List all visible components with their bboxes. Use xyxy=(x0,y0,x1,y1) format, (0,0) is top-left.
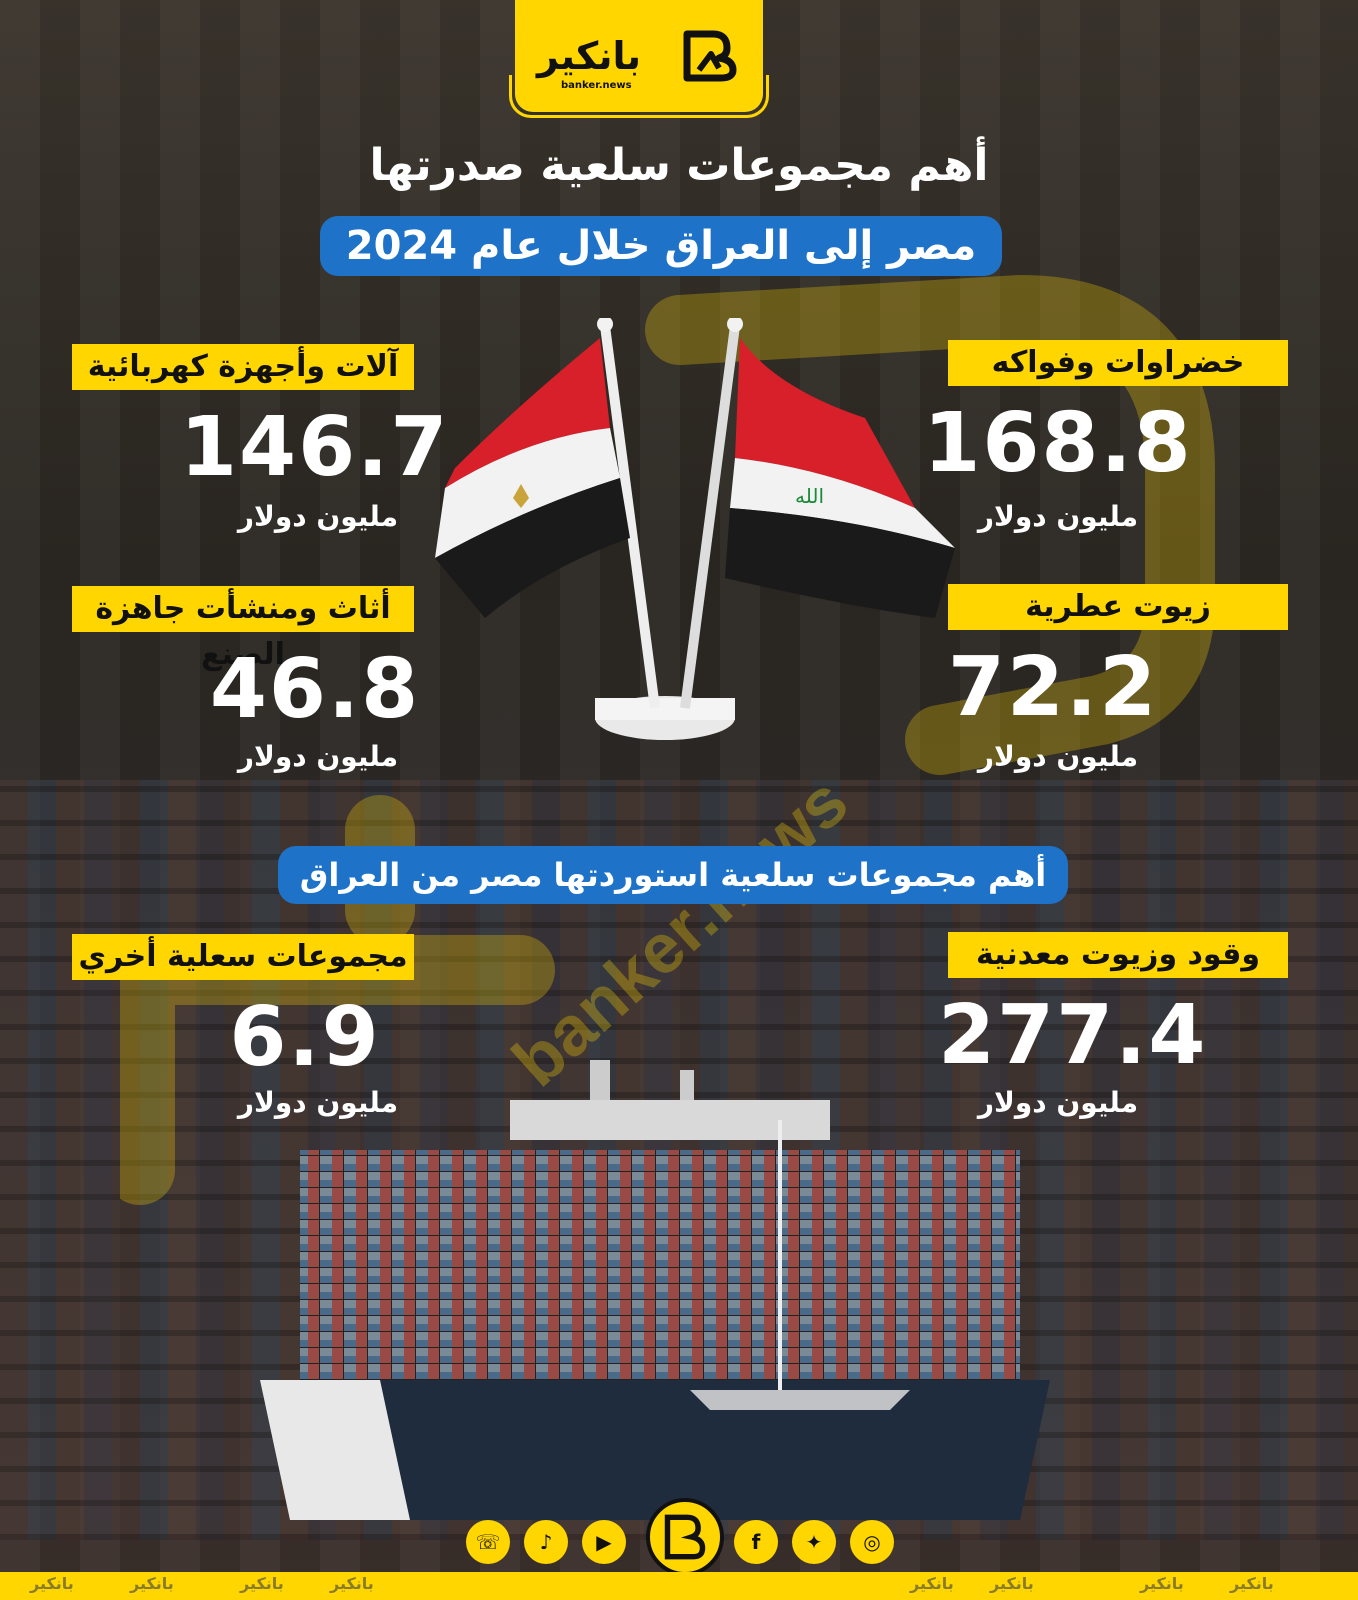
export-unit-furniture: مليون دولار xyxy=(237,740,399,773)
export-value-essential-oils: 72.2 xyxy=(947,640,1159,735)
egypt-iraq-flags-image: الله xyxy=(435,318,955,740)
export-unit-vegetables: مليون دولار xyxy=(977,500,1139,533)
export-value-machinery: 146.7 xyxy=(180,400,450,495)
import-label-other: مجموعات سعلية أخري xyxy=(72,934,414,980)
export-label-vegetables: خضراوات وفواكه xyxy=(948,340,1288,386)
brand-mark-icon xyxy=(683,30,737,82)
brand-logo: بانكير banker.news xyxy=(509,0,769,118)
facebook-icon[interactable]: f xyxy=(734,1520,778,1564)
footer-brand-7: بانكير xyxy=(1140,1574,1184,1593)
brand-site: banker.news xyxy=(561,80,632,91)
footer-brand-4: بانكير xyxy=(330,1574,374,1593)
brand-center-logo[interactable] xyxy=(646,1498,724,1576)
brand-name: بانكير xyxy=(537,34,642,78)
import-unit-other: مليون دولار xyxy=(237,1086,399,1119)
footer-strip: بانكير بانكير بانكير بانكير بانكير بانكي… xyxy=(0,1572,1358,1600)
import-value-fuel: 277.4 xyxy=(938,988,1208,1083)
export-label-furniture: أثاث ومنشأت جاهزة الصنع xyxy=(72,586,414,672)
footer-brand-2: بانكير xyxy=(130,1574,174,1593)
container-ship-image xyxy=(260,1060,1050,1520)
svg-text:الله: الله xyxy=(795,484,824,508)
export-unit-essential-oils: مليون دولار xyxy=(977,740,1139,773)
footer-brand-3: بانكير xyxy=(240,1574,284,1593)
import-value-other: 6.9 xyxy=(229,990,381,1085)
logo-outline xyxy=(509,75,769,118)
footer-brand-8: بانكير xyxy=(1230,1574,1274,1593)
twitter-icon[interactable]: ✦ xyxy=(792,1520,836,1564)
export-value-furniture: 46.8 xyxy=(209,642,421,737)
social-bar: ☏ ♪ ▶ f ✦ ◎ xyxy=(0,1498,1358,1576)
imports-title: أهم مجموعات سلعية استوردتها مصر من العرا… xyxy=(278,846,1068,904)
tiktok-icon[interactable]: ♪ xyxy=(524,1520,568,1564)
footer-brand-6: بانكير xyxy=(990,1574,1034,1593)
export-unit-machinery: مليون دولار xyxy=(237,500,399,533)
whatsapp-icon[interactable]: ☏ xyxy=(466,1520,510,1564)
export-label-machinery: آلات وأجهزة كهربائية xyxy=(72,344,414,390)
export-label-essential-oils: زيوت عطرية xyxy=(948,584,1288,630)
footer-brand-1: بانكير xyxy=(30,1574,74,1593)
main-title: أهم مجموعات سلعية صدرتها xyxy=(369,140,989,191)
main-subtitle: مصر إلى العراق خلال عام 2024 xyxy=(320,216,1002,276)
youtube-icon[interactable]: ▶ xyxy=(582,1520,626,1564)
import-label-fuel: وقود وزيوت معدنية xyxy=(948,932,1288,978)
instagram-icon[interactable]: ◎ xyxy=(850,1520,894,1564)
import-unit-fuel: مليون دولار xyxy=(977,1086,1139,1119)
export-value-vegetables: 168.8 xyxy=(923,396,1193,491)
footer-brand-5: بانكير xyxy=(910,1574,954,1593)
